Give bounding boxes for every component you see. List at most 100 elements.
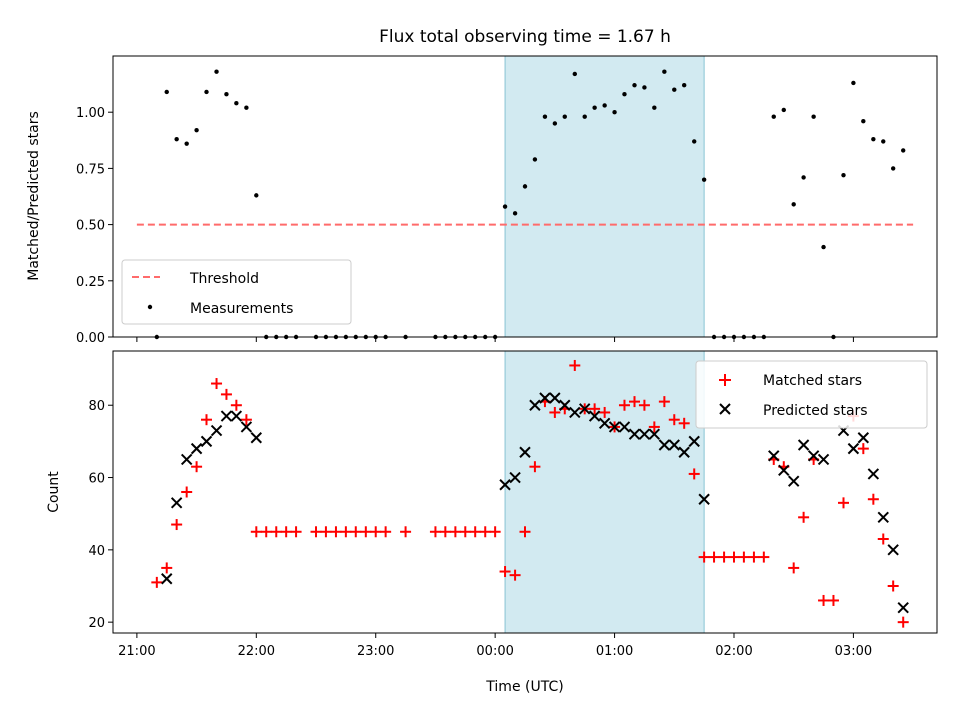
matched-star-point — [380, 526, 392, 538]
measurement-point — [662, 69, 667, 74]
predicted-star-point — [230, 410, 243, 422]
measurement-point — [602, 103, 607, 108]
matched-star-point — [429, 526, 441, 538]
measurement-point — [552, 121, 558, 126]
measurement-point — [632, 83, 637, 88]
matched-star-point — [599, 406, 611, 418]
matched-star-point — [220, 388, 232, 400]
bottom-panel: 20 40 60 80 21:00 22:00 23:00 00:00 01:00 02:00 0… — [46, 350, 938, 695]
measurement-point — [592, 105, 597, 110]
predicted-star-point — [220, 410, 233, 422]
matched-star-point — [340, 526, 352, 538]
predicted-star-point — [698, 493, 710, 505]
measurement-point — [184, 141, 189, 146]
x-tick-label: 01:00 — [596, 644, 633, 659]
y-tick-label: 0.25 — [76, 275, 105, 290]
x-tick-label: 02:00 — [715, 644, 752, 659]
predicted-star-point — [161, 573, 173, 585]
matched-star-point — [499, 566, 511, 578]
predicted-star-point — [539, 392, 551, 404]
predicted-star-point — [180, 453, 193, 466]
matched-star-point — [837, 497, 849, 509]
matched-star-point — [191, 461, 203, 473]
measurement-point — [562, 114, 567, 119]
matched-star-point — [230, 399, 242, 411]
matched-star-point — [718, 551, 730, 563]
predicted-star-point — [797, 439, 810, 451]
predicted-star-point — [519, 446, 531, 458]
matched-star-point — [529, 461, 541, 473]
bottom-axes-frame — [112, 350, 938, 634]
matched-star-point — [688, 468, 700, 480]
predicted-star-point — [240, 421, 253, 433]
measurement-point — [254, 193, 259, 198]
measurement-point — [652, 105, 657, 110]
matched-star-point — [708, 551, 720, 563]
measurement-point — [791, 202, 796, 207]
matched-star-point — [857, 443, 869, 455]
top-x-axis — [136, 337, 854, 342]
measurement-point — [542, 114, 548, 119]
top-axes-frame — [112, 55, 938, 338]
predicted-star-point — [200, 435, 213, 448]
measurement-point — [612, 110, 617, 115]
matched-star-point — [211, 378, 223, 390]
predicted-star-point — [648, 428, 661, 440]
predicted-star-point — [210, 424, 223, 437]
x-tick-label: 21:00 — [118, 644, 155, 659]
predicted-star-point — [877, 511, 889, 524]
measurement-point — [901, 148, 906, 153]
predicted-star-point — [618, 421, 631, 433]
matched-star-point — [509, 569, 521, 581]
top-legend: Threshold Measurements — [121, 259, 352, 325]
top-y-axis-label: Matched/Predicted stars — [26, 111, 42, 281]
figure-title: Flux total observing time = 1.67 h — [379, 27, 671, 47]
matched-star-point — [897, 616, 909, 628]
measurement-point — [582, 114, 587, 119]
x-tick-label: 22:00 — [238, 644, 275, 659]
x-axis-label: Time (UTC) — [485, 679, 563, 695]
y-tick-label: 1.00 — [76, 106, 105, 121]
predicted-star-point — [559, 399, 571, 411]
matched-star-point — [449, 526, 461, 538]
measurement-point — [771, 114, 776, 119]
predicted-star-point — [688, 435, 700, 448]
predicted-star-point — [588, 410, 601, 422]
measurement-point — [890, 166, 896, 171]
matched-star-point — [748, 551, 760, 563]
matched-star-point — [489, 526, 501, 538]
top-y-axis: 0.00 0.25 0.50 0.75 1.00 — [76, 106, 113, 346]
y-tick-label: 0.50 — [76, 219, 105, 234]
measurement-point — [801, 175, 806, 180]
matched-star-point — [310, 526, 322, 538]
top-legend-box — [121, 259, 352, 325]
legend-threshold-label: Threshold — [189, 271, 259, 287]
matched-star-point — [668, 414, 680, 426]
predicted-star-point — [628, 428, 641, 440]
predicted-star-point — [170, 497, 183, 509]
matched-star-point — [171, 519, 183, 531]
matched-star-point — [370, 526, 382, 538]
measurement-point — [164, 89, 169, 95]
matched-star-point — [569, 359, 581, 371]
matched-star-point — [519, 526, 531, 538]
measurement-point — [851, 80, 856, 86]
matched-star-point — [738, 551, 750, 563]
measurement-point — [642, 85, 647, 90]
measurement-point — [224, 92, 229, 97]
matched-star-point — [678, 417, 690, 429]
measurement-point — [234, 101, 239, 106]
matched-star-point — [439, 526, 451, 538]
matched-star-point — [290, 526, 302, 538]
x-tick-label: 23:00 — [357, 644, 394, 659]
predicted-star-point — [658, 439, 671, 451]
y-tick-label: 0.75 — [76, 162, 105, 177]
matched-star-point — [798, 511, 810, 523]
legend-predicted-label: Predicted stars — [763, 403, 868, 419]
predicted-star-point — [768, 450, 780, 462]
matched-star-point — [260, 526, 272, 538]
legend-measurements-label: Measurements — [190, 301, 293, 317]
predicted-star-point — [509, 471, 521, 484]
measurement-point — [811, 114, 816, 119]
